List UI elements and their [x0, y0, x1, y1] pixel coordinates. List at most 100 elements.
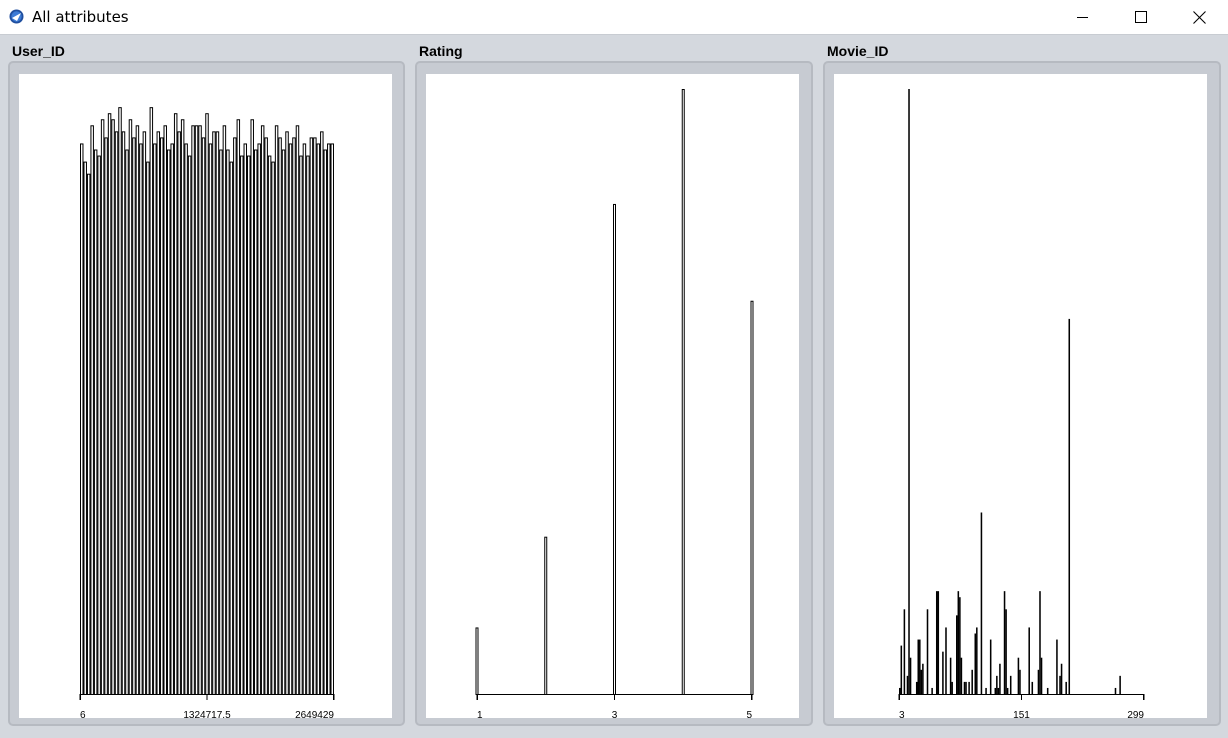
x-tick-label: 2649429	[295, 710, 334, 718]
histogram-bar	[1060, 663, 1063, 695]
histogram-bar	[226, 149, 230, 695]
histogram-bar	[173, 113, 178, 695]
histogram-bar	[903, 609, 906, 695]
histogram-bar	[163, 125, 167, 696]
histogram-bar	[937, 591, 940, 696]
histogram-bar	[320, 131, 324, 696]
minimize-button[interactable]	[1054, 0, 1112, 34]
histogram-bar	[1114, 687, 1117, 696]
histogram-bar	[908, 89, 910, 695]
histogram-bar	[100, 119, 105, 695]
histogram-bar	[974, 633, 977, 695]
histogram-bar	[996, 675, 998, 695]
histogram-bar	[915, 681, 918, 696]
window-title: All attributes	[32, 8, 129, 26]
histogram-bar	[295, 125, 300, 696]
panel-title-user-id: User_ID	[12, 43, 65, 59]
histogram-movie-id: 3 151 299	[834, 74, 1207, 718]
histogram-bar	[917, 639, 920, 695]
histogram-bar	[1005, 609, 1007, 695]
histogram-bar	[942, 651, 944, 696]
histogram-bar	[83, 161, 87, 696]
histogram-bar	[926, 609, 929, 695]
histogram-bar	[919, 639, 921, 695]
histogram-bar	[976, 627, 978, 696]
histogram-user-id: 6 1324717.5 2649429	[19, 74, 392, 718]
histogram-bar	[243, 143, 248, 695]
histogram-bar	[271, 161, 275, 696]
x-tick-label: 3	[899, 710, 905, 718]
maximize-button[interactable]	[1112, 0, 1170, 34]
histogram-bar	[253, 149, 258, 695]
histogram-bar	[201, 137, 206, 695]
histogram-bar	[97, 155, 101, 696]
histogram-bar	[945, 627, 947, 696]
histogram-bar	[949, 657, 952, 696]
histogram-bar	[128, 119, 133, 695]
histogram-bar	[222, 125, 227, 696]
histogram-rating: 1 3 5	[426, 74, 799, 718]
histogram-bar	[613, 203, 616, 695]
x-tick-label: 6	[80, 710, 86, 718]
histogram-bar	[989, 639, 992, 695]
histogram-bar	[198, 125, 202, 696]
close-button[interactable]	[1170, 0, 1228, 34]
histogram-bar	[156, 131, 161, 696]
histogram-bar	[750, 300, 754, 695]
histogram-bar	[956, 615, 958, 695]
histogram-bar	[288, 143, 293, 695]
histogram-bar	[299, 155, 303, 696]
histogram-bar	[86, 173, 91, 695]
histogram-bar	[906, 675, 909, 695]
histogram-bar	[121, 131, 126, 696]
histogram-bar	[1003, 591, 1006, 696]
histogram-bar	[965, 681, 967, 696]
panel-title-movie-id: Movie_ID	[827, 43, 889, 59]
histogram-bar	[292, 137, 296, 695]
histogram-bar	[194, 125, 199, 696]
histogram-movie-id-svg: 3 151 299	[898, 89, 1145, 718]
panel-rating[interactable]: 1 3 5	[415, 61, 813, 726]
histogram-rating-svg: 1 3 5	[475, 89, 754, 718]
window-titlebar[interactable]: All attributes	[0, 0, 1228, 34]
close-icon	[1192, 10, 1206, 24]
histogram-bar	[1031, 681, 1034, 696]
histogram-bar	[309, 137, 314, 695]
histogram-bar	[922, 663, 924, 695]
histogram-bar	[1017, 657, 1020, 696]
histogram-bar	[229, 161, 234, 696]
panel-movie-id[interactable]: 3 151 299	[823, 61, 1221, 726]
histogram-bar	[233, 137, 237, 695]
histogram-bar	[177, 131, 181, 696]
histogram-bar	[142, 131, 147, 696]
histogram-bar	[909, 657, 912, 696]
x-tick-label: 1	[477, 710, 483, 718]
histogram-bar	[118, 107, 122, 695]
histogram-bar	[1046, 687, 1049, 696]
histogram-bar	[475, 627, 479, 696]
histogram-bar	[1119, 675, 1121, 695]
histogram-bar	[957, 591, 960, 696]
histogram-bar	[187, 155, 192, 696]
histogram-bar	[93, 149, 98, 695]
histogram-bar	[985, 687, 987, 696]
histogram-bar	[205, 113, 209, 695]
histogram-bar	[323, 149, 328, 695]
histogram-bar	[104, 137, 108, 695]
maximize-icon	[1135, 11, 1147, 23]
histogram-bar	[997, 687, 1000, 696]
histogram-bar	[240, 155, 244, 696]
app-icon	[9, 9, 24, 24]
histogram-bar	[267, 155, 272, 696]
histogram-bar	[260, 125, 265, 696]
histogram-bar	[920, 669, 923, 695]
histogram-bar	[153, 143, 157, 695]
histogram-bar	[1040, 657, 1043, 696]
histogram-bar	[1068, 318, 1071, 695]
panel-user-id[interactable]: 6 1324717.5 2649429	[8, 61, 405, 726]
histogram-bar	[114, 131, 119, 696]
histogram-bar	[971, 669, 973, 695]
histogram-bar	[1056, 639, 1058, 695]
histogram-bar	[257, 143, 261, 695]
histogram-bar	[208, 143, 213, 695]
